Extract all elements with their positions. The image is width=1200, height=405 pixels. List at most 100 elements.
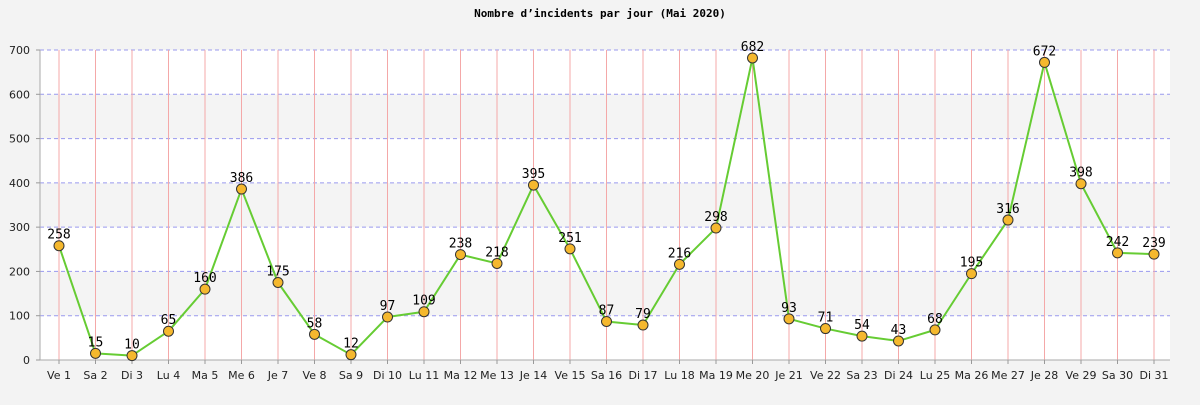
data-label: 12 xyxy=(343,337,359,352)
data-point xyxy=(309,328,320,340)
data-point xyxy=(783,313,795,325)
data-label: 386 xyxy=(230,171,253,186)
x-tick-label: Lu 25 xyxy=(920,369,950,382)
data-point xyxy=(601,315,612,327)
data-point xyxy=(1112,247,1123,259)
x-tick-label: Lu 18 xyxy=(664,369,694,382)
data-point xyxy=(345,349,357,361)
y-tick-label: 700 xyxy=(9,44,30,57)
data-point xyxy=(90,347,101,359)
data-label: 398 xyxy=(1069,166,1092,181)
markers-group xyxy=(53,52,1160,362)
x-tick-label: Sa 9 xyxy=(339,369,363,382)
x-tick-label: Di 10 xyxy=(373,369,402,382)
y-tick-label: 200 xyxy=(9,265,30,278)
x-tick-label: Di 24 xyxy=(884,369,913,382)
data-point xyxy=(455,249,466,261)
data-point xyxy=(528,179,539,191)
x-tick-label: Je 21 xyxy=(774,369,803,382)
chart-title: Nombre d’incidents par jour (Mai 2020) xyxy=(474,7,726,20)
x-axis-ticks: Ve 1 Sa 2 Di 3 Lu 4 Ma 5 Me 6 Je 7 Ve 8 Sa 9 Di 1… xyxy=(47,360,1169,382)
data-label: 316 xyxy=(996,202,1019,217)
x-tick-label: Je 14 xyxy=(519,369,548,382)
data-labels-group: 258 15 10 65 160 386 175 58 12 97 109 238 218 395 251 8… xyxy=(47,40,1165,353)
data-point xyxy=(272,277,284,288)
x-tick-label: Di 31 xyxy=(1139,369,1168,382)
plot-band xyxy=(40,182,1170,228)
data-point xyxy=(674,258,685,270)
x-tick-label: Je 28 xyxy=(1030,369,1059,382)
data-label: 238 xyxy=(449,237,472,252)
y-axis-ticks: 0 100 200 300 400 500 600 700 xyxy=(9,44,40,367)
y-tick-label: 0 xyxy=(23,354,30,367)
data-label: 239 xyxy=(1142,236,1165,251)
data-label: 251 xyxy=(558,231,581,246)
data-point xyxy=(1002,214,1014,226)
x-tick-label: Ve 22 xyxy=(810,369,841,382)
plot-band xyxy=(40,271,1170,316)
plot-band xyxy=(40,94,1170,139)
data-point xyxy=(418,306,430,318)
y-tick-label: 100 xyxy=(9,310,30,323)
data-label: 79 xyxy=(635,307,651,322)
data-point xyxy=(747,52,758,64)
data-point xyxy=(820,323,831,335)
data-point xyxy=(382,311,393,323)
x-tick-label: Je 7 xyxy=(267,369,289,382)
x-tick-label: Sa 16 xyxy=(591,369,622,382)
data-label: 10 xyxy=(124,338,140,353)
data-label: 87 xyxy=(599,303,615,318)
data-label: 97 xyxy=(380,299,396,314)
data-label: 54 xyxy=(854,318,870,333)
plot-background xyxy=(40,50,1170,360)
x-tick-label: Ma 26 xyxy=(955,369,989,382)
axes xyxy=(39,50,1170,361)
data-label: 175 xyxy=(266,265,289,280)
data-point xyxy=(856,330,868,342)
data-point xyxy=(1075,178,1087,190)
data-label: 216 xyxy=(668,246,691,261)
data-point xyxy=(637,319,649,331)
data-point xyxy=(1039,56,1050,68)
y-tick-label: 500 xyxy=(9,133,30,146)
data-point xyxy=(126,350,138,362)
data-label: 93 xyxy=(781,301,797,316)
data-label: 395 xyxy=(522,167,545,182)
x-tick-label: Me 6 xyxy=(228,369,255,382)
data-label: 58 xyxy=(307,316,323,331)
data-label: 15 xyxy=(88,335,104,350)
data-label: 298 xyxy=(704,210,727,225)
data-point xyxy=(491,257,503,269)
data-label: 672 xyxy=(1033,44,1056,59)
data-point xyxy=(163,325,174,337)
data-point xyxy=(53,240,65,252)
y-tick-label: 600 xyxy=(9,88,30,101)
x-tick-label: Ve 29 xyxy=(1066,369,1097,382)
data-label: 68 xyxy=(927,312,943,327)
data-label: 218 xyxy=(485,245,508,260)
data-label: 160 xyxy=(193,271,216,286)
x-tick-label: Ma 12 xyxy=(444,369,478,382)
data-label: 65 xyxy=(161,313,177,328)
plot-band xyxy=(40,50,1170,95)
data-label: 195 xyxy=(960,256,983,271)
plot-band xyxy=(40,227,1170,272)
x-tick-label: Ma 19 xyxy=(699,369,733,382)
y-tick-label: 400 xyxy=(9,177,30,190)
data-point xyxy=(199,283,211,295)
x-tick-label: Me 13 xyxy=(480,369,514,382)
y-tick-label: 300 xyxy=(9,221,30,234)
x-tick-label: Ve 8 xyxy=(303,369,327,382)
data-point xyxy=(564,243,576,255)
horizontal-gridlines xyxy=(40,49,1170,317)
data-label: 682 xyxy=(741,40,764,55)
x-tick-label: Sa 2 xyxy=(83,369,107,382)
x-tick-label: Ma 5 xyxy=(192,369,219,382)
x-tick-label: Me 27 xyxy=(991,369,1025,382)
x-tick-label: Lu 11 xyxy=(409,369,439,382)
data-label: 43 xyxy=(891,323,907,338)
x-tick-label: Sa 30 xyxy=(1102,369,1133,382)
data-point xyxy=(710,222,722,234)
